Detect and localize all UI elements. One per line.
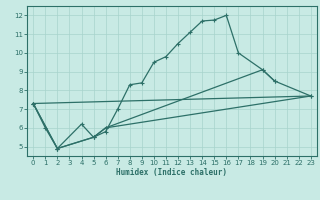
X-axis label: Humidex (Indice chaleur): Humidex (Indice chaleur) bbox=[116, 168, 228, 177]
